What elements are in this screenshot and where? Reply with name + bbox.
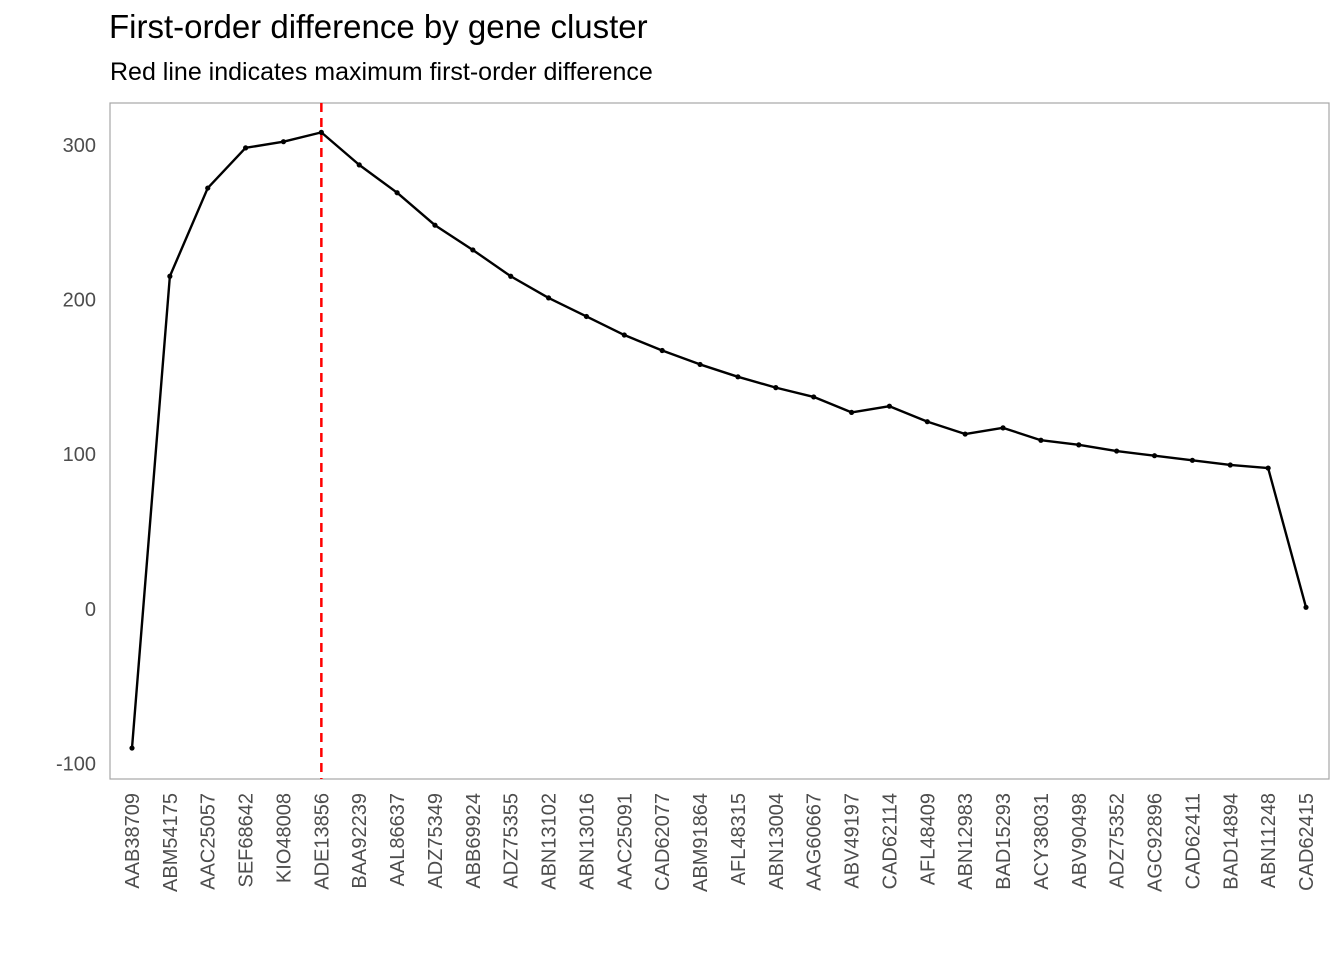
plot-panel-border [109,102,1330,780]
data-point [848,409,855,415]
data-point [583,313,590,320]
chart-title: First-order difference by gene cluster [109,8,648,45]
chart-subtitle: Red line indicates maximum first-order d… [110,58,653,86]
x-tick-label: ABV90498 [1069,793,1091,889]
data-point [1265,465,1271,471]
x-tick-label: AGC92896 [1145,793,1167,892]
data-point [205,185,211,191]
data-point [432,222,438,228]
data-point [962,431,968,437]
x-tick-label: ADZ75349 [425,793,447,889]
data-point [508,273,514,279]
data-point [659,347,665,354]
x-tick-label: SEF68642 [236,793,258,888]
series-points [129,129,1309,751]
data-point [1000,425,1006,431]
data-point [924,419,930,425]
x-tick-label: CAD62411 [1182,793,1204,889]
x-tick-label: CAD62077 [652,793,674,891]
x-tick-label: ABM91864 [690,793,712,892]
x-tick-label: ADZ75355 [501,793,523,889]
data-point [1227,462,1233,468]
x-tick-label: CAD62415 [1296,793,1318,891]
y-tick-label: 100 [63,444,96,466]
x-tick-label: ABN13004 [766,793,788,890]
data-point [697,361,703,368]
y-tick-label: -100 [56,754,96,776]
data-point [318,129,324,135]
data-point [394,190,400,196]
data-point [1038,437,1044,443]
data-point [356,162,362,168]
x-tick-label: AAG60667 [804,793,826,891]
data-point [621,332,627,338]
x-tick-label: BAA92239 [349,793,371,889]
x-tick-label: ABM54175 [160,793,182,892]
x-tick-label: ADZ75352 [1107,793,1129,889]
x-tick-label: AAC25057 [198,793,220,890]
data-point [280,139,287,145]
x-tick-label: CAD62114 [879,793,901,889]
x-tick-label: BAD14894 [1220,793,1242,890]
x-tick-label: ABN13102 [539,793,561,890]
x-tick-label: ABN11248 [1258,793,1280,888]
data-point [886,403,893,409]
x-tick-label: BAD15293 [993,793,1015,890]
x-tick-label: ABV49197 [842,793,864,889]
data-point [773,385,779,391]
data-point [243,145,249,151]
data-point [1303,604,1309,610]
x-tick-label: KIO48008 [273,793,295,883]
data-point [545,295,552,301]
data-point [735,374,741,380]
x-tick-label: ABN13016 [576,793,598,890]
x-tick-label: ABN12983 [955,793,977,890]
data-point [1114,448,1120,454]
data-point [167,273,173,279]
x-tick-label: ABB69924 [463,793,485,889]
y-tick-label: 0 [85,599,96,621]
y-axis-ticks: -100 0 100 200 300 [56,135,96,776]
x-tick-label: ACY38031 [1031,793,1053,890]
x-tick-label: AFL48315 [728,793,750,885]
series-line [130,131,1308,749]
x-tick-label: AAC25091 [614,793,636,890]
x-tick-label: AAB38709 [122,793,144,889]
data-point [1189,457,1195,463]
data-point [1076,442,1082,448]
y-tick-label: 200 [63,289,96,311]
x-tick-label: ADE13856 [311,793,333,890]
x-tick-label: AAL86637 [387,793,409,886]
data-point [1151,453,1158,459]
data-point [811,394,817,400]
y-tick-label: 300 [63,135,96,157]
x-tick-label: AFL48409 [917,793,939,885]
data-point [129,745,135,751]
data-point [470,247,476,253]
x-axis-ticks: AAB38709 ABM54175 AAC25057 SEF68642 KIO48008… [122,793,1318,892]
